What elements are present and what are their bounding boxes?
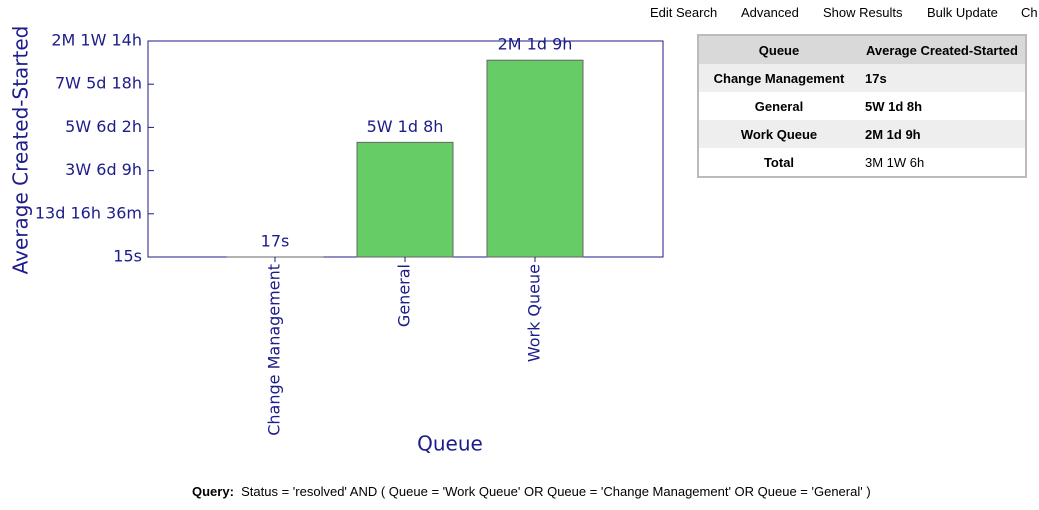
summary-table: Queue Average Created-Started Change Mana… xyxy=(697,34,1027,178)
row: General 5W 1d 8h xyxy=(698,92,1026,120)
nav-link[interactable]: Bulk Update xyxy=(927,5,998,20)
cell: 5W 1d 8h xyxy=(865,98,923,114)
y-tick-label: 13d 16h 36m xyxy=(35,203,142,222)
x-tick-label: General xyxy=(395,264,414,327)
query: Query: Status = 'resolved' AND ( Queue =… xyxy=(192,484,871,499)
y-tick-label: 15s xyxy=(113,247,142,266)
cell: 3M 1W 6h xyxy=(865,154,925,170)
total-row: Total 3M 1W 6h xyxy=(698,148,1026,177)
row: Work Queue 2M 1d 9h xyxy=(698,120,1026,148)
cell: Change Management xyxy=(698,64,859,92)
query-text: Status = 'resolved' AND ( Queue = 'Work … xyxy=(241,484,871,499)
header-row: Queue Average Created-Started xyxy=(698,35,1026,64)
value-label: 5W 1d 8h xyxy=(367,117,444,136)
row: Change Management 17s xyxy=(698,64,1026,92)
chart: Queue Average Created-Started 15s 13d 16h… xyxy=(9,26,664,456)
value-label: 2M 1d 9h xyxy=(498,35,573,54)
cell: Work Queue xyxy=(698,120,859,148)
cell: Total xyxy=(763,154,795,170)
value-label: 17s xyxy=(261,231,290,250)
y-tick-label: 5W 6d 2h xyxy=(65,117,142,136)
x-tick-label: Change Management xyxy=(265,264,284,436)
nav-link[interactable]: Edit Search xyxy=(650,5,718,20)
y-tick-label: 7W 5d 18h xyxy=(55,74,142,93)
y-tick-label: 3W 6d 9h xyxy=(65,160,142,179)
x-axis-title: Queue xyxy=(417,432,483,456)
cell: General xyxy=(754,98,804,114)
header-cell: Average Created-Started xyxy=(859,35,1026,64)
header-cell: Queue xyxy=(698,35,859,64)
nav-link[interactable]: Advanced xyxy=(741,5,799,20)
y-axis-title: Average Created-Started xyxy=(9,26,33,275)
query-label: Query: xyxy=(192,484,234,499)
y-tick-label: 2M 1W 14h xyxy=(51,31,142,50)
bar xyxy=(356,141,454,258)
bar xyxy=(486,59,584,258)
nav-link[interactable]: Ch xyxy=(1021,5,1038,20)
cell: 17s xyxy=(859,64,1026,92)
nav-link[interactable]: Show Results xyxy=(823,5,903,20)
x-tick-label: Work Queue xyxy=(525,264,544,362)
cell: 2M 1d 9h xyxy=(859,120,1026,148)
